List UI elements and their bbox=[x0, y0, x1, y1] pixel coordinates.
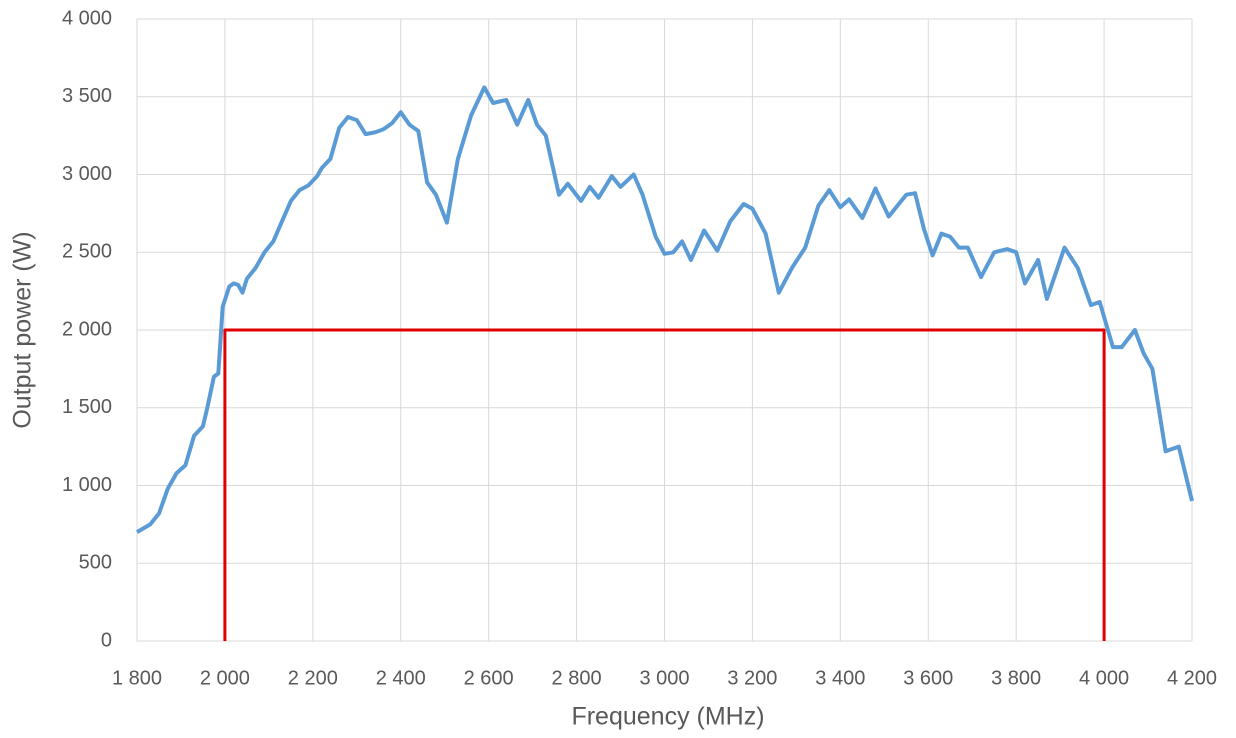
x-tick-label: 3 400 bbox=[815, 667, 865, 689]
x-tick-label: 2 200 bbox=[288, 667, 338, 689]
y-tick-label: 500 bbox=[79, 552, 112, 574]
y-tick-label: 4 000 bbox=[62, 7, 112, 29]
x-tick-label: 2 400 bbox=[376, 667, 426, 689]
x-tick-label: 3 000 bbox=[639, 667, 689, 689]
x-tick-label: 3 200 bbox=[727, 667, 777, 689]
y-tick-label: 1 500 bbox=[62, 396, 112, 418]
y-tick-label: 3 000 bbox=[62, 163, 112, 185]
x-tick-label: 4 000 bbox=[1079, 667, 1129, 689]
line-series bbox=[135, 85, 1194, 534]
x-tick-label: 2 600 bbox=[464, 667, 514, 689]
x-tick-label: 3 600 bbox=[903, 667, 953, 689]
x-tick-label: 2 800 bbox=[552, 667, 602, 689]
x-tick-label: 4 200 bbox=[1167, 667, 1217, 689]
y-tick-label: 2 000 bbox=[62, 318, 112, 340]
y-tick-label: 3 500 bbox=[62, 85, 112, 107]
line-series bbox=[223, 328, 1106, 641]
x-tick-label: 1 800 bbox=[112, 667, 162, 689]
y-axis-title: Output power (W) bbox=[9, 231, 37, 428]
x-tick-label: 2 000 bbox=[200, 667, 250, 689]
x-axis-title: Frequency (MHz) bbox=[571, 703, 764, 731]
x-tick-label: 3 800 bbox=[991, 667, 1041, 689]
y-tick-label: 1 000 bbox=[62, 474, 112, 496]
y-tick-label: 2 500 bbox=[62, 241, 112, 263]
y-tick-label: 0 bbox=[101, 629, 112, 651]
